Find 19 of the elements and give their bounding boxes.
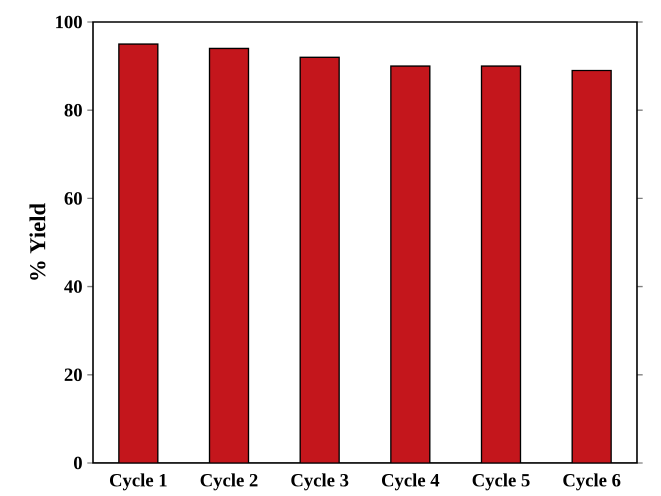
y-tick-label: 60	[64, 192, 82, 205]
x-tick-label: Cycle 6	[563, 473, 620, 490]
x-tick-label: Cycle 3	[291, 473, 348, 490]
y-tick-label: 0	[74, 456, 82, 470]
x-tick-label: Cycle 5	[472, 473, 530, 490]
x-tick-label: Cycle 1	[110, 473, 167, 490]
y-axis-title: % Yield	[29, 203, 46, 280]
y-tick-label: 40	[64, 280, 82, 293]
bar	[390, 65, 430, 463]
bar	[480, 65, 522, 463]
y-tick-label: 80	[64, 104, 82, 116]
bar	[208, 48, 250, 463]
x-tick-label: Cycle 2	[200, 473, 258, 490]
y-tick-label: 100	[56, 16, 82, 28]
bar	[300, 56, 340, 463]
bar	[118, 43, 159, 463]
y-tick-label: 20	[64, 368, 82, 382]
x-tick-label: Cycle 4	[382, 473, 440, 490]
bar	[571, 70, 612, 463]
